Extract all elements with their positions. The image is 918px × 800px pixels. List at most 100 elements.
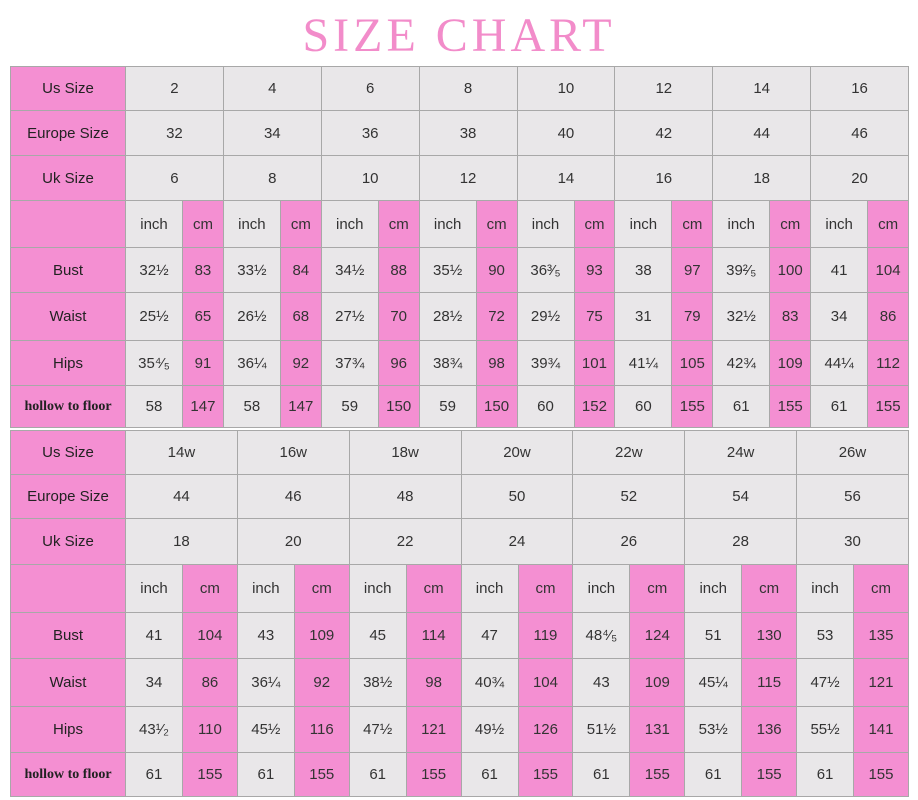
inch-cell: 35½ — [418, 247, 477, 293]
cm-cell: 97 — [671, 247, 714, 293]
cm-cell: 136 — [741, 706, 798, 753]
unit-cell: cm — [629, 564, 686, 613]
inch-cell: 51 — [684, 612, 743, 659]
unit-cell: inch — [460, 564, 519, 613]
row-label: Waist — [10, 658, 126, 707]
unit-cell: cm — [475, 200, 518, 248]
size-cell: 6 — [125, 155, 224, 201]
size-cell: 8 — [222, 155, 322, 201]
row-label: Hips — [10, 340, 126, 386]
inch-cell: 41¼ — [614, 340, 673, 386]
cm-cell: 155 — [867, 385, 909, 428]
measure-row: Hips 43¹⁄₂ 110 45½ 116 47½ 121 49½ 126 51½ 131 53½ 1… — [10, 706, 909, 753]
unit-cell: inch — [796, 564, 855, 613]
inch-cell: 25½ — [125, 292, 183, 341]
size-cell: 18w — [348, 430, 462, 475]
size-cell: 32 — [125, 110, 224, 156]
inch-cell: 58 — [125, 385, 183, 428]
inch-cell: 47½ — [348, 706, 407, 753]
unit-cell: inch — [572, 564, 631, 613]
cm-cell: 150 — [377, 385, 420, 428]
cm-cell: 79 — [671, 292, 714, 341]
inch-cell: 35⁴⁄₅ — [125, 340, 183, 386]
cm-cell: 109 — [629, 658, 686, 707]
row-label: Europe Size — [10, 110, 126, 156]
inch-cell: 43¹⁄₂ — [125, 706, 183, 753]
inch-cell: 34 — [125, 658, 183, 707]
measure-row: Waist 34 86 36¼ 92 38½ 98 40¾ 104 43 109 45¼ 115 47½ 1… — [10, 658, 909, 707]
unit-cell: inch — [222, 200, 281, 248]
cm-cell: 86 — [867, 292, 909, 341]
inch-cell: 42¾ — [712, 340, 771, 386]
cm-cell: 75 — [573, 292, 616, 341]
row-label: hollow to floor — [10, 385, 126, 428]
cm-cell: 92 — [279, 340, 322, 386]
cm-cell: 91 — [182, 340, 224, 386]
size-cell: 54 — [684, 474, 798, 519]
cm-cell: 119 — [517, 612, 574, 659]
unit-cell: inch — [125, 200, 183, 248]
inch-cell: 45 — [348, 612, 407, 659]
inch-cell: 47½ — [796, 658, 855, 707]
cm-cell: 135 — [853, 612, 909, 659]
size-cell: 14 — [516, 155, 616, 201]
size-table: Us Size 2 4 6 8 10 12 14 16 Europe Size 32 34 36 38 40… — [10, 66, 909, 428]
row-label: hollow to floor — [10, 752, 126, 797]
cm-cell: 110 — [182, 706, 238, 753]
cm-cell: 86 — [182, 658, 238, 707]
measure-row: Hips 35⁴⁄₅ 91 36¼ 92 37¾ 96 38¾ 98 39¾ 101 41¼ 105 42… — [10, 340, 909, 386]
inch-cell: 26½ — [222, 292, 281, 341]
unit-row: inch cm inch cm inch cm inch cm inch cm inch cm inch… — [10, 564, 909, 613]
unit-cell: cm — [182, 564, 238, 613]
cm-cell: 152 — [573, 385, 616, 428]
inch-cell: 41 — [125, 612, 183, 659]
cm-cell: 68 — [279, 292, 322, 341]
cm-cell: 109 — [769, 340, 812, 386]
unit-cell: cm — [769, 200, 812, 248]
cm-cell: 96 — [377, 340, 420, 386]
size-cell: 24 — [460, 518, 574, 565]
cm-cell: 155 — [671, 385, 714, 428]
cm-cell: 98 — [405, 658, 462, 707]
cm-cell: 104 — [517, 658, 574, 707]
size-cell: 14w — [125, 430, 238, 475]
size-cell: 34 — [222, 110, 322, 156]
inch-cell: 39¾ — [516, 340, 575, 386]
cm-cell: 130 — [741, 612, 798, 659]
inch-cell: 43 — [236, 612, 295, 659]
inch-cell: 61 — [796, 752, 855, 797]
unit-cell: cm — [182, 200, 224, 248]
measure-row: Bust 41 104 43 109 45 114 47 119 48⁴⁄₅ 124 51 130 53 1… — [10, 612, 909, 659]
unit-cell: inch — [516, 200, 575, 248]
cm-cell: 101 — [573, 340, 616, 386]
row-label: Uk Size — [10, 518, 126, 565]
size-cell: 46 — [810, 110, 909, 156]
size-cell: 4 — [222, 66, 322, 111]
size-cell: 56 — [796, 474, 909, 519]
inch-cell: 53 — [796, 612, 855, 659]
cm-cell: 141 — [853, 706, 909, 753]
row-label: Us Size — [10, 66, 126, 111]
row-label: Uk Size — [10, 155, 126, 201]
measure-row: Bust 32½ 83 33½ 84 34½ 88 35½ 90 36³⁄₅ 93 38 97 39²⁄₅… — [10, 247, 909, 293]
cm-cell: 98 — [475, 340, 518, 386]
unit-cell: inch — [320, 200, 379, 248]
size-cell: 12 — [418, 155, 518, 201]
row-label: Bust — [10, 247, 126, 293]
inch-cell: 38¾ — [418, 340, 477, 386]
inch-cell: 55½ — [796, 706, 855, 753]
cm-cell: 105 — [671, 340, 714, 386]
size-table: Us Size 14w 16w 18w 20w 22w 24w 26w Europe Size 4… — [10, 430, 909, 797]
row-label: Bust — [10, 612, 126, 659]
cm-cell: 155 — [182, 752, 238, 797]
inch-cell: 47 — [460, 612, 519, 659]
size-cell: 44 — [125, 474, 238, 519]
inch-cell: 38 — [614, 247, 673, 293]
size-cell: 20 — [810, 155, 909, 201]
inch-cell: 59 — [320, 385, 379, 428]
unit-cell: inch — [125, 564, 183, 613]
measure-row: Waist 25½ 65 26½ 68 27½ 70 28½ 72 29½ 75 31 79 32½ 83 3… — [10, 292, 909, 341]
size-cell: 10 — [516, 66, 616, 111]
size-row: Europe Size 44 46 48 50 52 54 56 — [10, 474, 909, 519]
size-cell: 24w — [684, 430, 798, 475]
